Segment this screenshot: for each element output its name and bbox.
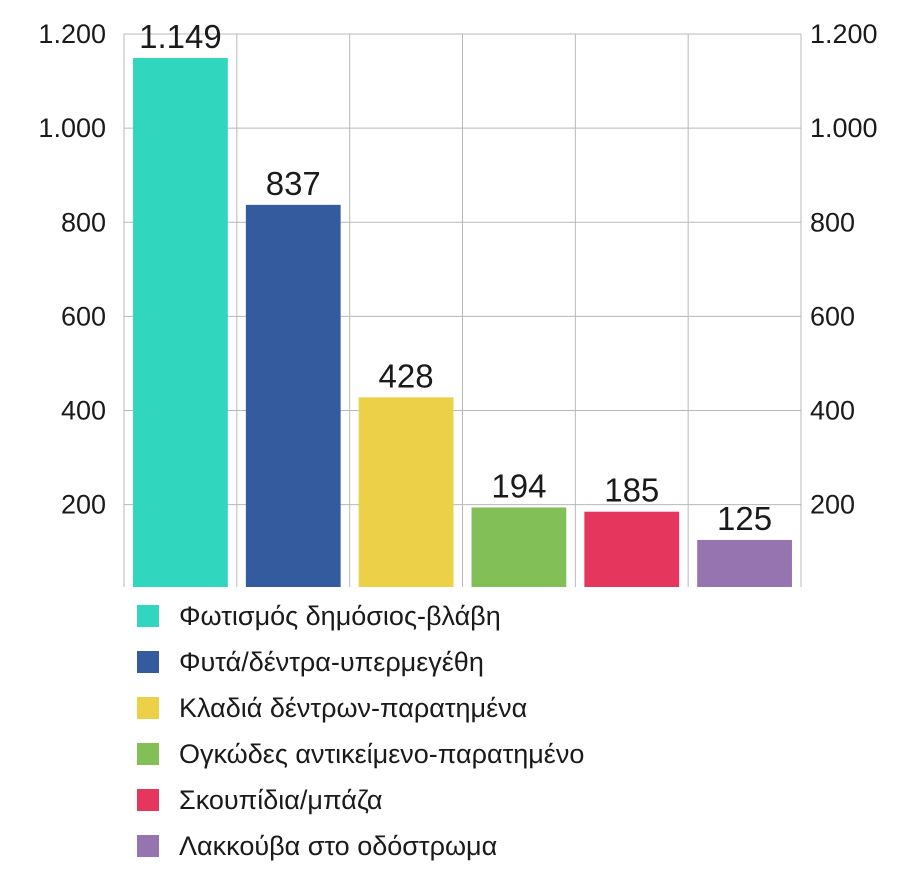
legend-swatch [137,605,159,627]
bar-value-label: 185 [604,472,659,509]
y-tick-label-left: 1.200 [38,19,106,49]
y-axis-left: 200 400 600 800 1.000 1.200 [38,19,106,520]
y-tick-label-left: 200 [61,490,106,520]
legend-item: Λακκούβα στο οδόστρωμα [137,823,584,869]
y-tick-label-left: 1.000 [38,113,106,143]
bar-chart: 1.149 837 428 194 185 125 200 400 600 800 1.000 1.… [38,18,878,587]
value-labels: 1.149 837 428 194 185 125 [139,18,772,537]
legend-item: Φυτά/δέντρα-υπερμεγέθη [137,639,584,685]
y-tick-label-right: 1.000 [810,113,878,143]
legend-item: Κλαδιά δέντρων-παρατημένα [137,685,584,731]
legend-label: Φωτισμός δημόσιος-βλάβη [179,600,501,631]
bar-value-label: 125 [717,500,772,537]
y-tick-label-right: 400 [810,396,855,426]
legend-item: Ογκώδες αντικείμενο-παρατημένο [137,731,584,777]
bar-value-label: 837 [266,165,321,202]
bar-value-label: 428 [379,357,434,394]
bar [358,397,454,587]
y-tick-label-right: 800 [810,207,855,237]
legend-swatch [137,789,159,811]
grid-lines [123,33,802,587]
legend-label: Κλαδιά δέντρων-παρατημένα [179,692,528,723]
y-tick-label-right: 1.200 [810,19,878,49]
y-tick-label-right: 600 [810,301,855,331]
legend-swatch [137,651,159,673]
bar [245,204,341,587]
bar-value-label: 1.149 [139,18,222,55]
y-tick-label-right: 200 [810,490,855,520]
legend-label: Σκουπίδια/μπάζα [179,784,383,815]
y-tick-label-left: 800 [61,207,106,237]
bar [584,511,680,587]
legend-label: Ογκώδες αντικείμενο-παρατημένο [179,738,585,769]
bar [133,58,228,587]
bar-value-label: 194 [491,467,546,504]
legend-label: Φυτά/δέντρα-υπερμεγέθη [179,646,484,677]
y-axis-right: 200 400 600 800 1.000 1.200 [810,19,878,520]
bars [133,58,792,587]
bar [697,539,792,587]
legend-item: Σκουπίδια/μπάζα [137,777,584,823]
y-tick-label-left: 600 [61,301,106,331]
legend-swatch [137,835,159,857]
legend-swatch [137,697,159,719]
legend-label: Λακκούβα στο οδόστρωμα [179,830,498,861]
legend-swatch [137,743,159,765]
y-tick-label-left: 400 [61,396,106,426]
legend-item: Φωτισμός δημόσιος-βλάβη [137,593,584,639]
chart-legend: Φωτισμός δημόσιος-βλάβη Φυτά/δέντρα-υπερμ… [137,593,584,869]
bar [471,507,567,587]
